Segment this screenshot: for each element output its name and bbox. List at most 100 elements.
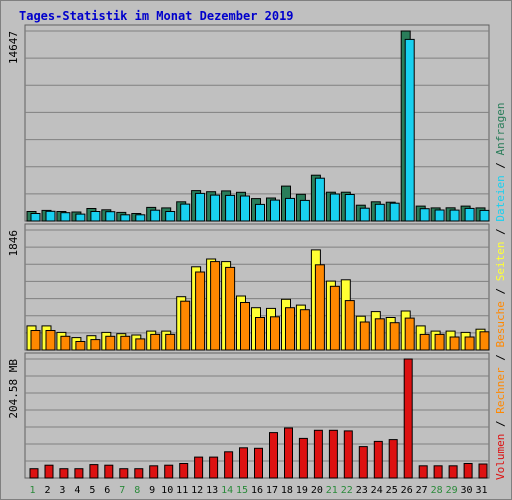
x-tick-label: 8 <box>134 485 140 496</box>
bar-volumen-day-17 <box>269 432 278 479</box>
bar-dateien-day-20 <box>314 177 325 222</box>
legend-item-anfragen: Anfragen <box>494 102 507 155</box>
bar-besuche-day-30 <box>464 336 475 351</box>
bar-besuche-day-4 <box>75 341 86 351</box>
bar-besuche-day-8 <box>135 338 146 351</box>
y-max-label-top: 14647 <box>7 31 20 64</box>
bar-dateien-day-2 <box>45 210 56 222</box>
x-tick-label: 26 <box>401 485 413 496</box>
bar-dateien-day-28 <box>434 209 445 222</box>
bar-dateien-day-12 <box>195 192 206 222</box>
bar-besuche-day-23 <box>359 321 370 351</box>
panel-border-top <box>24 24 490 222</box>
bar-volumen-day-4 <box>74 468 84 479</box>
bar-volumen-day-2 <box>44 464 54 479</box>
bar-volumen-day-11 <box>179 463 189 479</box>
bar-dateien-day-3 <box>60 212 71 222</box>
bar-dateien-day-5 <box>90 211 101 222</box>
bar-besuche-day-16 <box>255 317 265 351</box>
bar-dateien-day-19 <box>299 199 310 222</box>
bar-volumen-day-23 <box>358 446 368 479</box>
bar-dateien-day-18 <box>285 197 295 222</box>
bar-besuche-day-27 <box>419 333 430 351</box>
bar-volumen-day-16 <box>254 447 263 479</box>
bar-volumen-day-26 <box>403 358 413 479</box>
x-tick-label: 16 <box>251 485 263 496</box>
x-tick-label: 20 <box>311 485 323 496</box>
bar-volumen-day-25 <box>388 439 398 479</box>
bar-dateien-day-24 <box>374 203 385 222</box>
bar-volumen-day-28 <box>433 465 443 479</box>
x-tick-label: 1 <box>29 485 35 496</box>
bar-volumen-day-7 <box>119 468 129 479</box>
bar-besuche-day-24 <box>374 318 385 351</box>
bar-besuche-day-1 <box>30 330 41 351</box>
bar-volumen-day-21 <box>328 429 338 479</box>
bar-volumen-day-10 <box>164 464 174 479</box>
bar-volumen-day-9 <box>149 465 159 479</box>
legend-item-dateien: Dateien <box>494 175 507 221</box>
bar-dateien-day-17 <box>270 199 280 222</box>
bar-volumen-day-8 <box>134 468 144 479</box>
x-tick-label: 17 <box>266 485 278 496</box>
y-max-label-middle: 1846 <box>7 230 20 257</box>
x-tick-label: 9 <box>149 485 155 496</box>
x-tick-label: 11 <box>176 485 188 496</box>
bar-besuche-day-7 <box>120 335 131 351</box>
bar-dateien-day-21 <box>329 193 340 222</box>
bar-dateien-day-11 <box>180 203 191 222</box>
bar-volumen-day-31 <box>478 463 488 479</box>
bar-volumen-day-20 <box>313 429 323 479</box>
x-tick-label: 7 <box>119 485 125 496</box>
bar-besuche-day-3 <box>60 335 71 351</box>
x-tick-label: 4 <box>74 485 80 496</box>
x-tick-label: 27 <box>416 485 428 496</box>
bar-dateien-day-26 <box>404 38 415 222</box>
bar-dateien-day-9 <box>150 209 161 222</box>
x-tick-label: 30 <box>460 485 472 496</box>
bar-volumen-day-12 <box>194 456 204 479</box>
bar-dateien-day-15 <box>240 195 250 222</box>
bar-dateien-day-30 <box>464 207 475 222</box>
legend-separator: / <box>494 222 507 242</box>
legend-separator: / <box>494 155 507 175</box>
bar-besuche-day-13 <box>210 261 221 351</box>
bar-besuche-day-18 <box>285 307 295 351</box>
bar-dateien-day-27 <box>419 208 430 222</box>
x-tick-label: 22 <box>341 485 353 496</box>
bar-dateien-day-13 <box>210 194 221 222</box>
bar-besuche-day-6 <box>105 335 116 351</box>
x-tick-label: 10 <box>161 485 173 496</box>
x-tick-label: 14 <box>221 485 233 496</box>
bar-volumen-day-5 <box>89 464 99 479</box>
bar-volumen-day-15 <box>239 447 248 479</box>
bar-dateien-day-10 <box>165 211 176 222</box>
bar-dateien-day-22 <box>344 194 355 222</box>
bar-volumen-day-24 <box>373 440 383 479</box>
bar-dateien-day-16 <box>255 203 265 222</box>
bar-dateien-day-25 <box>389 202 400 222</box>
bar-besuche-day-29 <box>449 336 460 351</box>
x-tick-label: 15 <box>236 485 248 496</box>
bar-besuche-day-2 <box>45 330 56 351</box>
bar-volumen-day-13 <box>209 456 219 479</box>
bar-dateien-day-1 <box>30 213 41 222</box>
bar-dateien-day-7 <box>120 214 131 222</box>
y-max-label-bottom: 204.58 MB <box>7 359 20 419</box>
legend-item-besuche: Besuche <box>494 301 507 347</box>
bar-dateien-day-4 <box>75 213 86 222</box>
x-tick-label: 13 <box>206 485 218 496</box>
bar-besuche-day-17 <box>270 316 280 351</box>
x-tick-label: 6 <box>104 485 110 496</box>
bar-besuche-day-22 <box>344 300 355 351</box>
x-tick-label: 19 <box>296 485 308 496</box>
x-tick-label: 2 <box>44 485 50 496</box>
bar-besuche-day-25 <box>389 322 400 351</box>
bar-besuche-day-19 <box>299 309 310 351</box>
bar-besuche-day-11 <box>180 300 191 351</box>
bar-dateien-day-6 <box>105 211 116 222</box>
bar-dateien-day-29 <box>449 209 460 222</box>
x-tick-label: 18 <box>281 485 293 496</box>
